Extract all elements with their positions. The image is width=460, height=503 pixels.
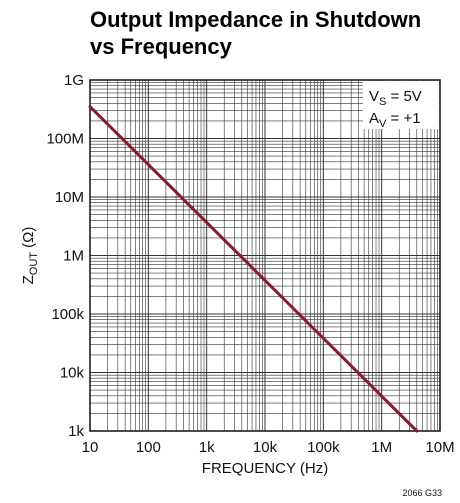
series-line-0 — [88, 105, 419, 433]
y-tick-label: 10k — [60, 365, 85, 382]
plot-frame — [89, 79, 441, 432]
x-tick-label: 1M — [371, 439, 392, 456]
series-group — [88, 105, 419, 433]
x-tick-label: 10k — [253, 439, 278, 456]
y-tick-label: 1G — [64, 72, 84, 89]
chart-title-line1: Output Impedance in Shutdown — [90, 7, 421, 32]
y-axis-label: ZOUT (Ω) — [20, 227, 40, 285]
x-tick-label: 100 — [136, 439, 161, 456]
y-tick-label: 1k — [68, 423, 84, 440]
annotation-box: VS = 5V AV = +1 — [363, 81, 439, 130]
y-tick-label: 100M — [46, 131, 84, 148]
x-tick-labels: 10 100 1k 10k 100k 1M 10M — [82, 439, 455, 456]
chart-title-line2: vs Frequency — [90, 34, 233, 59]
annotation-background — [363, 81, 439, 129]
y-tick-labels: 1k 10k 100k 1M 10M 100M 1G — [46, 72, 84, 440]
x-tick-label: 10 — [82, 439, 99, 456]
x-tick-label: 100k — [307, 439, 340, 456]
x-tick-label: 10M — [425, 439, 454, 456]
annotation-av: AV = +1 — [369, 110, 421, 130]
y-tick-label: 10M — [55, 189, 84, 206]
y-tick-label: 1M — [63, 248, 84, 265]
annotation-vs: VS = 5V — [369, 88, 422, 108]
grid — [90, 80, 440, 431]
x-tick-label: 1k — [199, 439, 215, 456]
figure-id: 2066 G33 — [402, 488, 442, 498]
x-axis-label: FREQUENCY (Hz) — [202, 460, 328, 477]
y-tick-label: 100k — [51, 306, 84, 323]
